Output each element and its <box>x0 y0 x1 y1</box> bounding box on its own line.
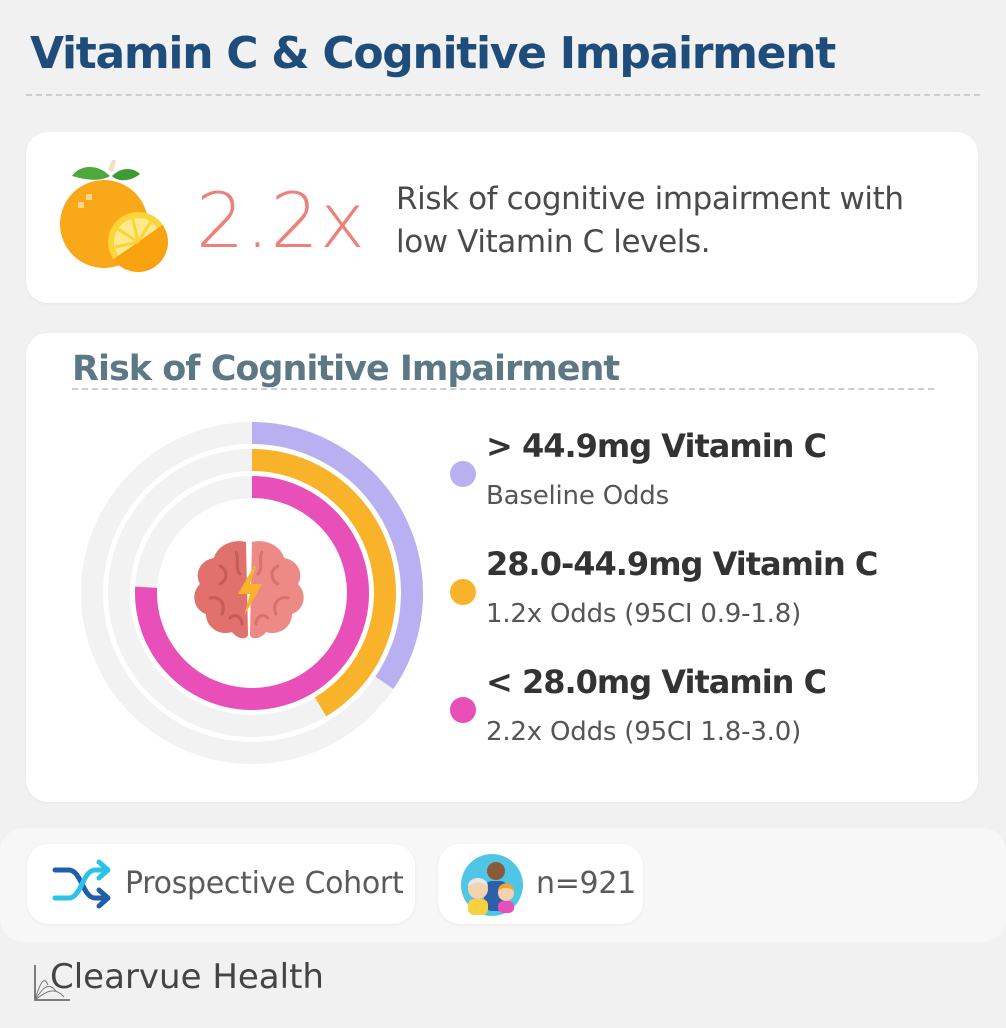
chart-legend: > 44.9mg Vitamin C Baseline Odds 28.0-44… <box>446 423 966 777</box>
sample-size-badge: n=921 <box>438 844 643 924</box>
legend-dot-mid-intake <box>450 579 476 605</box>
orange-fruit-icon <box>60 160 168 272</box>
study-design-label: Prospective Cohort <box>125 866 404 901</box>
radial-bar-chart <box>81 422 423 764</box>
headline-stat-value: 2.2x <box>196 176 366 265</box>
headline-stat-description: Risk of cognitive impairment with low Vi… <box>396 181 904 260</box>
legend-dot-high-intake <box>450 461 476 487</box>
brain-lightning-icon <box>194 541 304 639</box>
legend-odds: 2.2x Odds (95CI 1.8-3.0) <box>486 717 802 747</box>
legend-item-high-intake: > 44.9mg Vitamin C Baseline Odds <box>446 423 966 541</box>
sample-size-label: n=921 <box>536 866 636 901</box>
page-title: Vitamin C & Cognitive Impairment <box>30 28 836 79</box>
chart-title-divider <box>72 388 934 390</box>
legend-odds: 1.2x Odds (95CI 0.9-1.8) <box>486 599 802 629</box>
legend-item-low-intake: < 28.0mg Vitamin C 2.2x Odds (95CI 1.8-3… <box>446 659 966 777</box>
shuffle-arrows-icon <box>52 859 111 909</box>
radial-bar-1 <box>251 449 396 717</box>
study-design-badge: Prospective Cohort <box>27 844 415 924</box>
legend-item-mid-intake: 28.0-44.9mg Vitamin C 1.2x Odds (95CI 0.… <box>446 541 966 659</box>
title-divider <box>26 94 980 96</box>
radial-bar-0 <box>251 422 423 689</box>
legend-label: 28.0-44.9mg Vitamin C <box>486 545 878 583</box>
headline-stat-card: 2.2x Risk of cognitive impairment with l… <box>26 132 978 303</box>
clearvue-logo-icon <box>34 965 70 1001</box>
radial-bar-2 <box>135 476 369 710</box>
chart-title: Risk of Cognitive Impairment <box>72 349 620 389</box>
legend-label: > 44.9mg Vitamin C <box>486 427 827 465</box>
legend-label: < 28.0mg Vitamin C <box>486 663 827 701</box>
brand-name: Clearvue Health <box>50 957 324 997</box>
brand-footer: Clearvue Health <box>32 955 352 1005</box>
risk-chart-card: Risk of Cognitive Impairment > 44.9mg Vi… <box>26 333 978 802</box>
legend-odds: Baseline Odds <box>486 481 669 511</box>
people-group-icon <box>461 854 523 916</box>
legend-dot-low-intake <box>450 697 476 723</box>
